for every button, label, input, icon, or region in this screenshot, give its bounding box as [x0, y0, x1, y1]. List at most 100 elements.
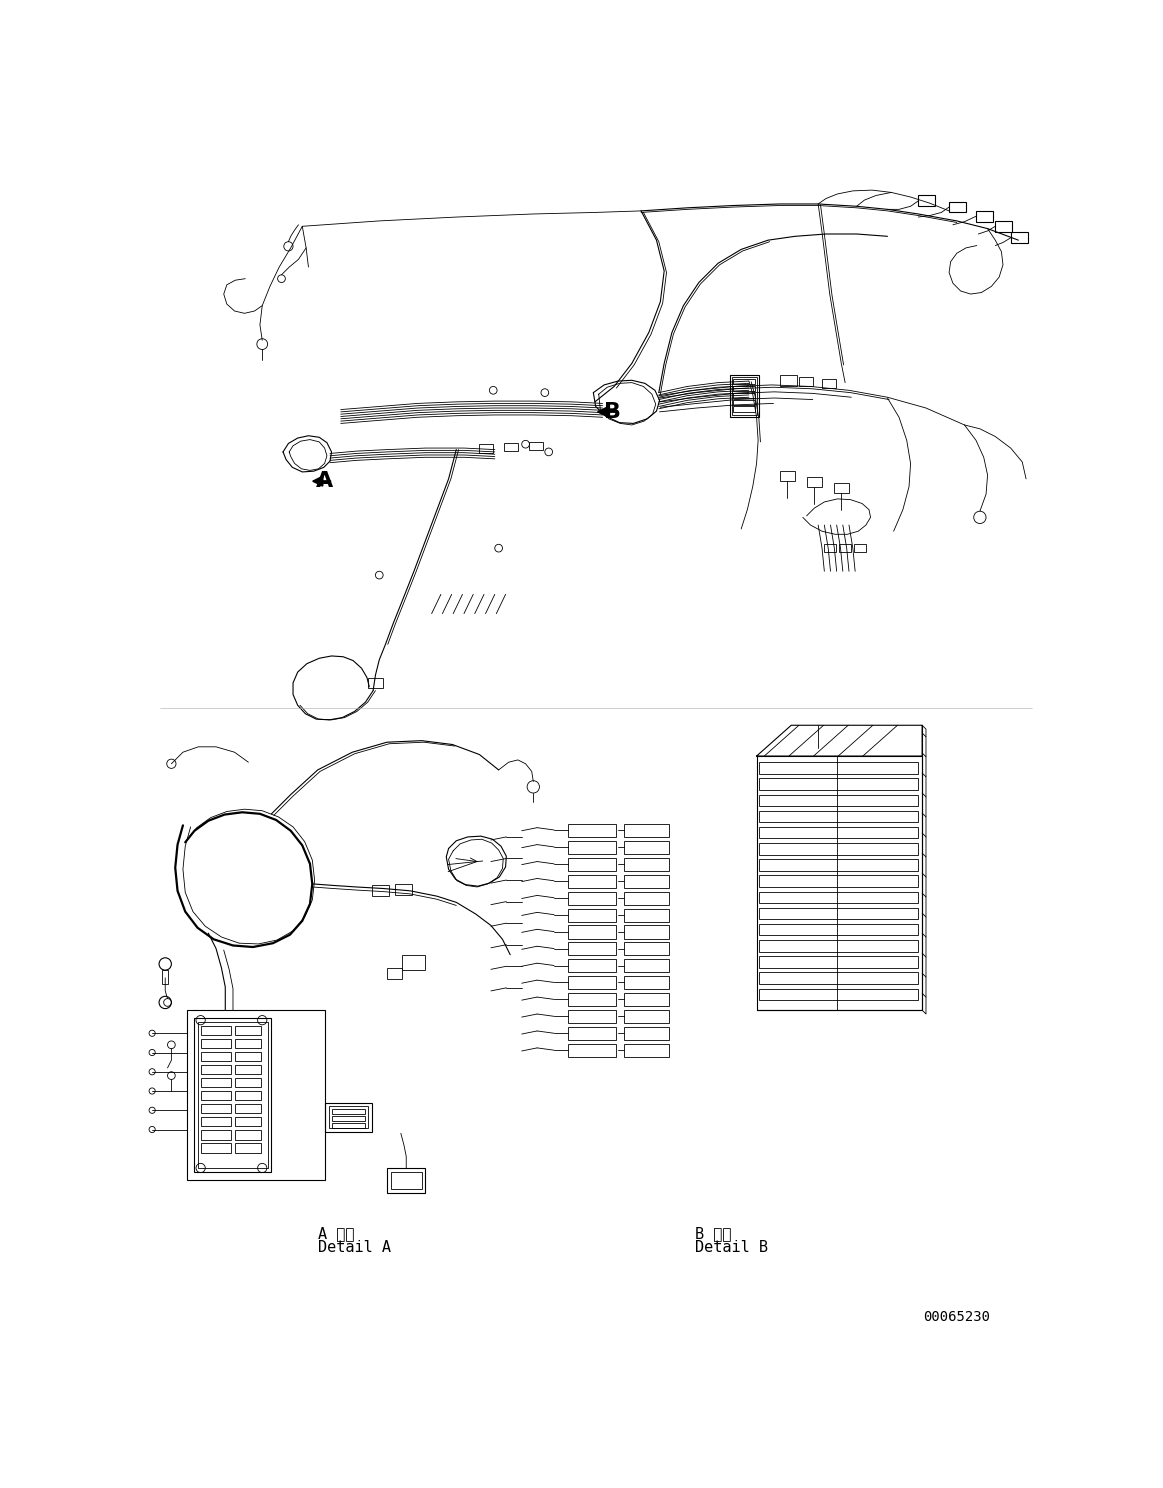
Bar [625, 1045, 669, 1056]
Bar [568, 909, 615, 921]
Bar [326, 1103, 372, 1132]
Bar [839, 545, 850, 552]
Bar [759, 891, 919, 903]
Bar [625, 875, 669, 888]
Bar [625, 960, 669, 973]
Bar [759, 875, 919, 887]
Bar [759, 908, 919, 920]
Bar [235, 1117, 262, 1126]
Bar [235, 1143, 262, 1153]
Bar [568, 875, 615, 888]
Bar [949, 202, 966, 213]
Bar [625, 1010, 669, 1024]
Bar [779, 375, 797, 387]
Bar [201, 1039, 231, 1048]
Bar [201, 1143, 231, 1153]
Bar [779, 472, 795, 481]
Bar [568, 857, 615, 870]
Bar [235, 1091, 262, 1100]
Bar [331, 1109, 365, 1115]
Bar [625, 926, 669, 939]
Bar [235, 1039, 262, 1048]
Bar [625, 909, 669, 921]
Bar [568, 992, 615, 1006]
Bar [568, 824, 615, 836]
Bar [759, 988, 919, 1000]
Bar [568, 891, 615, 905]
Bar [919, 195, 935, 207]
Bar [759, 940, 919, 952]
Bar [235, 1077, 262, 1088]
Text: Detail B: Detail B [695, 1240, 768, 1254]
Text: B 詳細: B 詳細 [695, 1226, 732, 1241]
Bar [568, 1027, 615, 1040]
Bar [757, 756, 922, 1010]
Bar [625, 992, 669, 1006]
Bar [368, 677, 383, 687]
Bar [201, 1025, 231, 1034]
Bar [372, 885, 388, 896]
Bar [834, 484, 849, 494]
Bar [799, 378, 813, 387]
Bar [479, 445, 493, 452]
Bar [201, 1091, 231, 1100]
Bar [331, 1116, 365, 1120]
Bar [855, 545, 866, 552]
Bar [568, 926, 615, 939]
Bar [568, 1010, 615, 1024]
Bar [387, 967, 402, 979]
Bar [734, 393, 755, 397]
Bar [759, 811, 919, 823]
Bar [402, 955, 426, 970]
Bar [759, 924, 919, 936]
Bar [759, 827, 919, 838]
Bar [201, 1077, 231, 1088]
Bar [201, 1104, 231, 1113]
Bar [394, 884, 412, 894]
Text: A: A [316, 472, 334, 491]
Bar [235, 1025, 262, 1034]
Text: A 詳細: A 詳細 [317, 1226, 355, 1241]
Bar [194, 1018, 271, 1173]
Bar [568, 960, 615, 973]
Bar [625, 976, 669, 990]
Bar [625, 841, 669, 854]
Bar [759, 762, 919, 774]
Bar [822, 379, 836, 388]
Bar [734, 406, 755, 412]
Bar [235, 1052, 262, 1061]
Bar [201, 1117, 231, 1126]
Bar [759, 859, 919, 870]
Text: B: B [604, 402, 621, 423]
Bar [759, 973, 919, 984]
Bar [187, 1010, 326, 1180]
Bar [625, 942, 669, 955]
Bar [807, 478, 822, 488]
Text: Detail A: Detail A [317, 1240, 391, 1254]
Bar [387, 1168, 426, 1193]
Bar [235, 1065, 262, 1074]
Bar [391, 1173, 422, 1189]
Bar [504, 442, 518, 451]
Bar [734, 385, 755, 391]
Bar [759, 957, 919, 967]
Bar [625, 891, 669, 905]
Bar [976, 211, 993, 222]
Bar [568, 1045, 615, 1056]
Bar [568, 976, 615, 990]
Bar [759, 778, 919, 790]
Bar [759, 795, 919, 806]
Bar [529, 442, 543, 451]
Bar [235, 1104, 262, 1113]
Bar [625, 1027, 669, 1040]
Bar [1011, 232, 1028, 243]
Bar [331, 1122, 365, 1128]
Bar [759, 844, 919, 854]
Bar [996, 220, 1012, 232]
Bar [162, 970, 169, 984]
Bar [825, 545, 836, 552]
Bar [235, 1131, 262, 1140]
Text: 00065230: 00065230 [923, 1311, 990, 1324]
Bar [734, 400, 755, 405]
Bar [201, 1131, 231, 1140]
